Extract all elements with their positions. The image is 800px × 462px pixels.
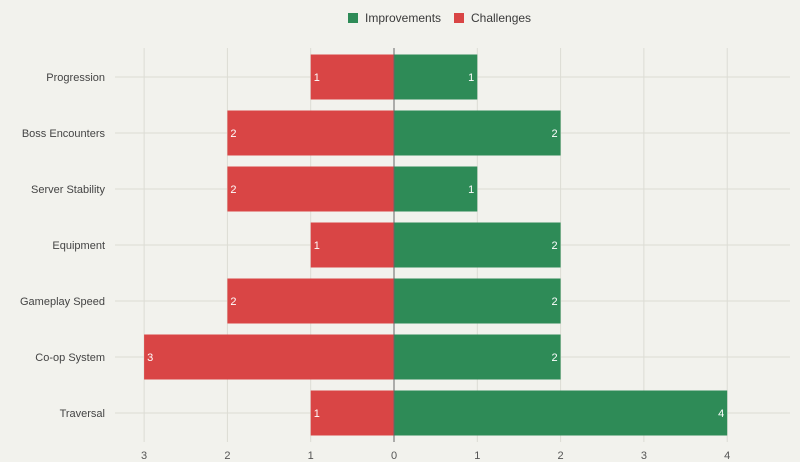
legend-label-challenges: Challenges: [471, 11, 531, 25]
bar-value-label-improvements-equipment: 2: [551, 240, 557, 252]
category-label-server-stability: Server Stability: [31, 184, 105, 196]
legend-swatch-improvements: [348, 13, 358, 23]
x-tick-label: 0: [391, 450, 397, 462]
bar-challenges-traversal: [310, 390, 394, 436]
bar-improvements-traversal: [394, 390, 728, 436]
bar-value-label-improvements-server-stability: 1: [468, 184, 474, 196]
bar-improvements-co-op-system: [394, 334, 561, 380]
x-tick-label: 4: [724, 450, 730, 462]
bar-improvements-server-stability: [394, 166, 478, 212]
bar-value-label-improvements-boss-encounters: 2: [551, 128, 557, 140]
x-tick-label: 2: [558, 450, 564, 462]
bar-value-label-challenges-co-op-system: 3: [147, 352, 153, 364]
bar-value-label-improvements-traversal: 4: [718, 408, 724, 420]
bar-value-label-challenges-boss-encounters: 2: [230, 128, 236, 140]
bar-value-label-improvements-co-op-system: 2: [551, 352, 557, 364]
bar-improvements-boss-encounters: [394, 110, 561, 156]
bar-value-label-challenges-server-stability: 2: [230, 184, 236, 196]
x-tick-label: 3: [141, 450, 147, 462]
category-labels: Progression Boss Encounters Server Stabili…: [20, 72, 105, 420]
bar-challenges-gameplay-speed: [227, 278, 394, 324]
bar-challenges-co-op-system: [144, 334, 394, 380]
x-tick-label: 1: [474, 450, 480, 462]
category-label-progression: Progression: [46, 72, 105, 84]
bar-challenges-boss-encounters: [227, 110, 394, 156]
category-label-traversal: Traversal: [60, 408, 105, 420]
x-tick-label: 2: [224, 450, 230, 462]
bar-challenges-server-stability: [227, 166, 394, 212]
legend: Improvements Challenges: [348, 11, 531, 25]
category-label-boss-encounters: Boss Encounters: [22, 128, 106, 140]
bar-value-label-challenges-equipment: 1: [314, 240, 320, 252]
category-label-equipment: Equipment: [52, 240, 105, 252]
x-axis-ticks: 3 2 1 0 1 2 3 4: [141, 450, 730, 462]
bar-improvements-progression: [394, 54, 478, 100]
bar-value-label-improvements-progression: 1: [468, 72, 474, 84]
bar-improvements-gameplay-speed: [394, 278, 561, 324]
bar-challenges-equipment: [310, 222, 394, 268]
x-tick-label: 1: [308, 450, 314, 462]
bar-value-label-challenges-traversal: 1: [314, 408, 320, 420]
bar-value-label-challenges-gameplay-speed: 2: [230, 296, 236, 308]
category-label-gameplay-speed: Gameplay Speed: [20, 296, 105, 308]
bars: 1 1 2 2 1 2 2 1 2 2 2 3 4 1: [144, 54, 728, 436]
category-label-co-op-system: Co-op System: [35, 352, 105, 364]
bar-challenges-progression: [310, 54, 394, 100]
x-tick-label: 3: [641, 450, 647, 462]
bar-improvements-equipment: [394, 222, 561, 268]
bar-value-label-challenges-progression: 1: [314, 72, 320, 84]
legend-label-improvements: Improvements: [365, 11, 441, 25]
legend-swatch-challenges: [454, 13, 464, 23]
bar-value-label-improvements-gameplay-speed: 2: [551, 296, 557, 308]
